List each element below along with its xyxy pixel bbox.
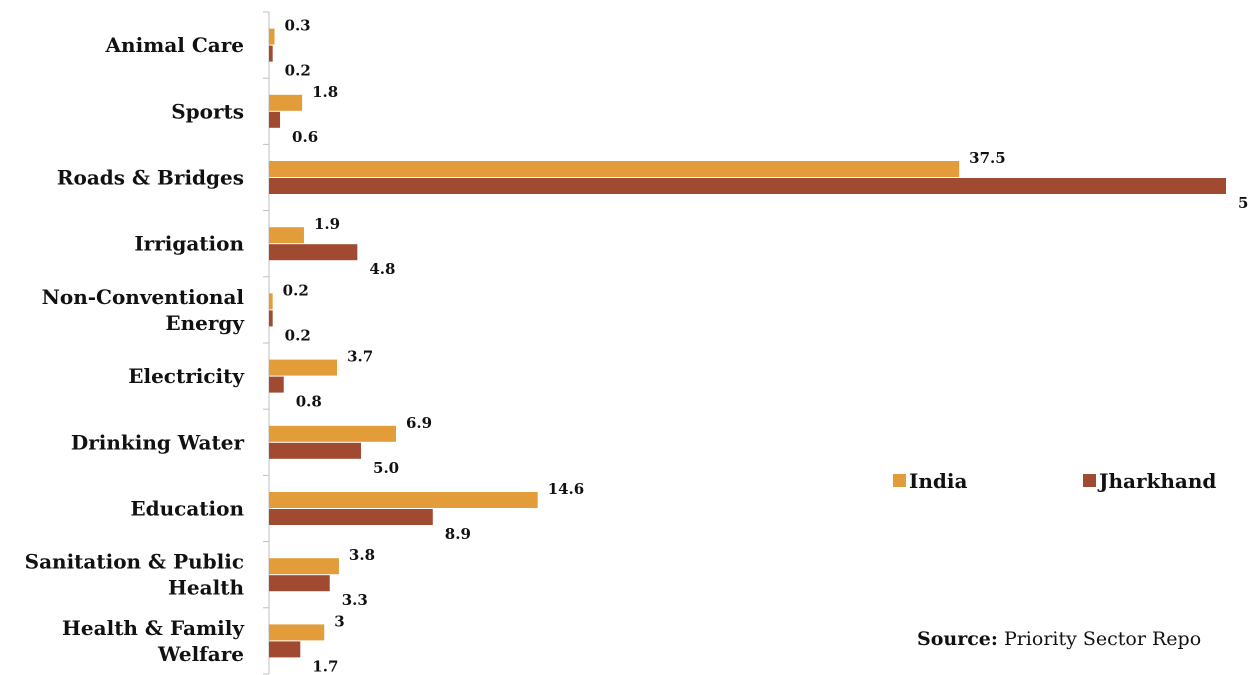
bar-india [269,425,396,442]
legend-label-india: India [909,469,967,493]
category-label: Drinking Water [71,430,245,454]
bar-india [269,293,273,310]
data-label-india: 3.7 [347,348,373,366]
bar-india [269,558,339,575]
data-label-jharkhand: 52.0 [1238,194,1248,212]
data-label-india: 37.5 [969,149,1006,167]
data-label-india: 1.8 [312,83,338,101]
category-label: Irrigation [134,232,244,256]
bar-jharkhand [269,575,330,592]
data-label-india: 6.9 [406,414,432,432]
bar-jharkhand [269,509,433,525]
bar-india [269,94,303,111]
bar-india [269,161,960,177]
data-label-india: 0.2 [283,281,309,299]
data-label-jharkhand: 5.0 [373,459,399,477]
data-label-jharkhand: 0.2 [285,62,311,80]
data-label-india: 1.9 [314,215,340,233]
category-label: Health [168,576,244,600]
data-label-india: 3.8 [349,546,375,564]
labels-layer: Animal Care 0.3 0.2 Sports 1.8 0.6 Roads & Bri… [25,17,1248,675]
category-label: Electricity [128,364,245,388]
bar-india [269,28,275,45]
legend-swatch-india [893,474,906,487]
data-label-jharkhand: 0.6 [292,128,318,146]
source-text: Priority Sector Repo [1003,628,1202,650]
data-label-jharkhand: 3.3 [342,591,368,609]
bar-india [269,359,338,376]
source-note: Source: Priority Sector Repo [917,628,1201,650]
data-label-jharkhand: 0.8 [296,393,322,411]
bar-jharkhand [269,310,273,327]
bar-jharkhand [269,376,284,393]
data-label-jharkhand: 0.2 [285,326,311,344]
bar-jharkhand [269,641,301,658]
bar-india [269,492,538,508]
source-label: Source: [917,628,998,650]
category-label: Education [130,497,244,521]
data-label-india: 3 [334,612,344,630]
data-label-jharkhand: 4.8 [369,260,395,278]
data-label-india: 0.3 [285,17,311,35]
category-label: Sports [171,99,244,123]
data-label-jharkhand: 1.7 [312,657,338,675]
category-label: Roads & Bridges [57,166,244,190]
category-label: Animal Care [105,33,244,57]
category-label: Health & Family [62,616,245,640]
category-label: Energy [165,311,245,335]
category-label: Welfare [157,642,244,666]
bars-layer [269,28,1226,658]
data-label-india: 14.6 [548,480,585,498]
bar-india [269,227,304,244]
bar-jharkhand [269,178,1226,194]
axis-layer [263,11,270,675]
legend: India Jharkhand [893,469,1216,493]
category-label: Sanitation & Public [25,550,244,574]
legend-swatch-jharkhand [1083,474,1096,487]
legend-label-jharkhand: Jharkhand [1097,469,1216,493]
bar-india [269,624,325,641]
bar-jharkhand [269,244,358,261]
data-label-jharkhand: 8.9 [445,525,471,543]
bar-jharkhand [269,111,281,128]
bar-jharkhand [269,442,362,459]
bar-jharkhand [269,45,273,62]
category-label: Non-Conventional [42,285,245,309]
